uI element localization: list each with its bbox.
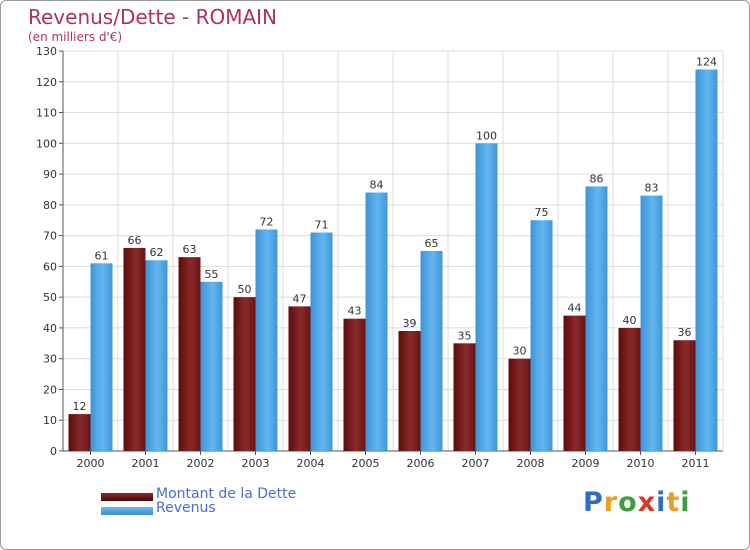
x-tick-label: 2006 [407, 457, 435, 470]
data-label: 100 [476, 129, 497, 142]
data-label: 30 [513, 345, 527, 358]
bar-revenus [90, 263, 113, 451]
bar-dette [68, 414, 91, 451]
y-tick-label: 60 [43, 260, 57, 273]
bar-revenus [530, 220, 553, 451]
bar-dette [398, 331, 421, 451]
x-tick-label: 2004 [297, 457, 325, 470]
y-tick-label: 30 [43, 353, 57, 366]
y-tick-label: 90 [43, 168, 57, 181]
x-tick-label: 2008 [517, 457, 545, 470]
data-label: 75 [535, 206, 549, 219]
bar-dette [618, 327, 641, 451]
bar-revenus [640, 195, 663, 451]
x-tick-label: 2005 [352, 457, 380, 470]
logo-letter: x [637, 487, 657, 518]
data-label: 71 [315, 219, 329, 232]
legend-label-debt: Montant de la Dette [156, 486, 297, 502]
bar-revenus [255, 229, 278, 451]
x-tick-label: 2009 [572, 457, 600, 470]
data-labels: 12 66 63 50 47 43 39 35 30 44 40 36 61 62 55 72 71 84 65 10… [73, 55, 718, 413]
data-label: 39 [403, 317, 417, 330]
proxiti-logo: Proxiti [583, 487, 691, 518]
bar-revenus [475, 143, 498, 452]
data-label: 72 [260, 215, 274, 228]
data-label: 62 [150, 246, 164, 259]
x-tick-label: 2002 [187, 457, 215, 470]
legend-swatch-debt [101, 493, 153, 501]
logo-letter: i [656, 487, 667, 518]
x-tick-label: 2000 [77, 457, 105, 470]
data-label: 55 [205, 268, 219, 281]
chart-title: Revenus/Dette - ROMAIN [28, 5, 278, 29]
y-tick-label: 120 [36, 76, 57, 89]
legend-label-revenus: Revenus [156, 500, 216, 516]
bar-dette [123, 247, 146, 451]
x-tick-label: 2011 [682, 457, 710, 470]
data-label: 61 [95, 249, 109, 262]
x-tick-label: 2010 [627, 457, 655, 470]
data-label: 40 [623, 314, 637, 327]
data-label: 44 [568, 302, 582, 315]
data-label: 36 [678, 326, 692, 339]
axes: 0 10 20 30 40 50 60 70 80 90 100 110 120 130 2000 2001 2… [36, 45, 723, 470]
logo-letter: r [603, 487, 619, 518]
bar-revenus [310, 232, 333, 451]
bar-dette [508, 358, 531, 451]
logo-letter: o [618, 487, 638, 518]
x-tick-label: 2003 [242, 457, 270, 470]
data-label: 84 [370, 179, 384, 192]
bar-revenus [695, 69, 718, 451]
y-tick-label: 110 [36, 107, 57, 120]
y-tick-label: 40 [43, 322, 57, 335]
bar-dette [288, 306, 311, 451]
bar-dette [563, 315, 586, 451]
logo-letter: P [583, 487, 604, 518]
logo-letter: t [666, 487, 681, 518]
data-label: 35 [458, 329, 472, 342]
data-label: 63 [183, 243, 197, 256]
y-tick-label: 10 [43, 414, 57, 427]
y-tick-label: 100 [36, 137, 57, 150]
y-tick-label: 20 [43, 383, 57, 396]
y-tick-label: 70 [43, 230, 57, 243]
x-tick-label: 2001 [132, 457, 160, 470]
y-tick-label: 0 [50, 445, 57, 458]
bar-dette [343, 318, 366, 451]
bar-revenus [365, 192, 388, 452]
bar-revenus [585, 186, 608, 451]
data-label: 50 [238, 283, 252, 296]
bars [68, 69, 718, 452]
data-label: 12 [73, 400, 87, 413]
bar-revenus [200, 281, 223, 451]
data-label: 124 [696, 55, 717, 68]
y-tick-label: 50 [43, 291, 57, 304]
logo-letter: i [680, 487, 691, 518]
data-label: 43 [348, 305, 362, 318]
legend-swatch-revenus [101, 507, 153, 515]
bar-dette [178, 257, 201, 451]
bar-dette [233, 297, 256, 451]
bar-dette [673, 340, 696, 451]
data-label: 66 [128, 234, 142, 247]
x-tick-label: 2007 [462, 457, 490, 470]
bar-revenus [145, 260, 168, 451]
data-label: 47 [293, 292, 307, 305]
data-label: 86 [590, 172, 604, 185]
data-label: 65 [425, 237, 439, 250]
data-label: 83 [645, 182, 659, 195]
bar-dette [453, 343, 476, 451]
y-tick-label: 130 [36, 45, 57, 58]
bar-revenus [420, 251, 443, 451]
y-tick-label: 80 [43, 199, 57, 212]
chart-subtitle: (en milliers d'€) [28, 30, 123, 44]
